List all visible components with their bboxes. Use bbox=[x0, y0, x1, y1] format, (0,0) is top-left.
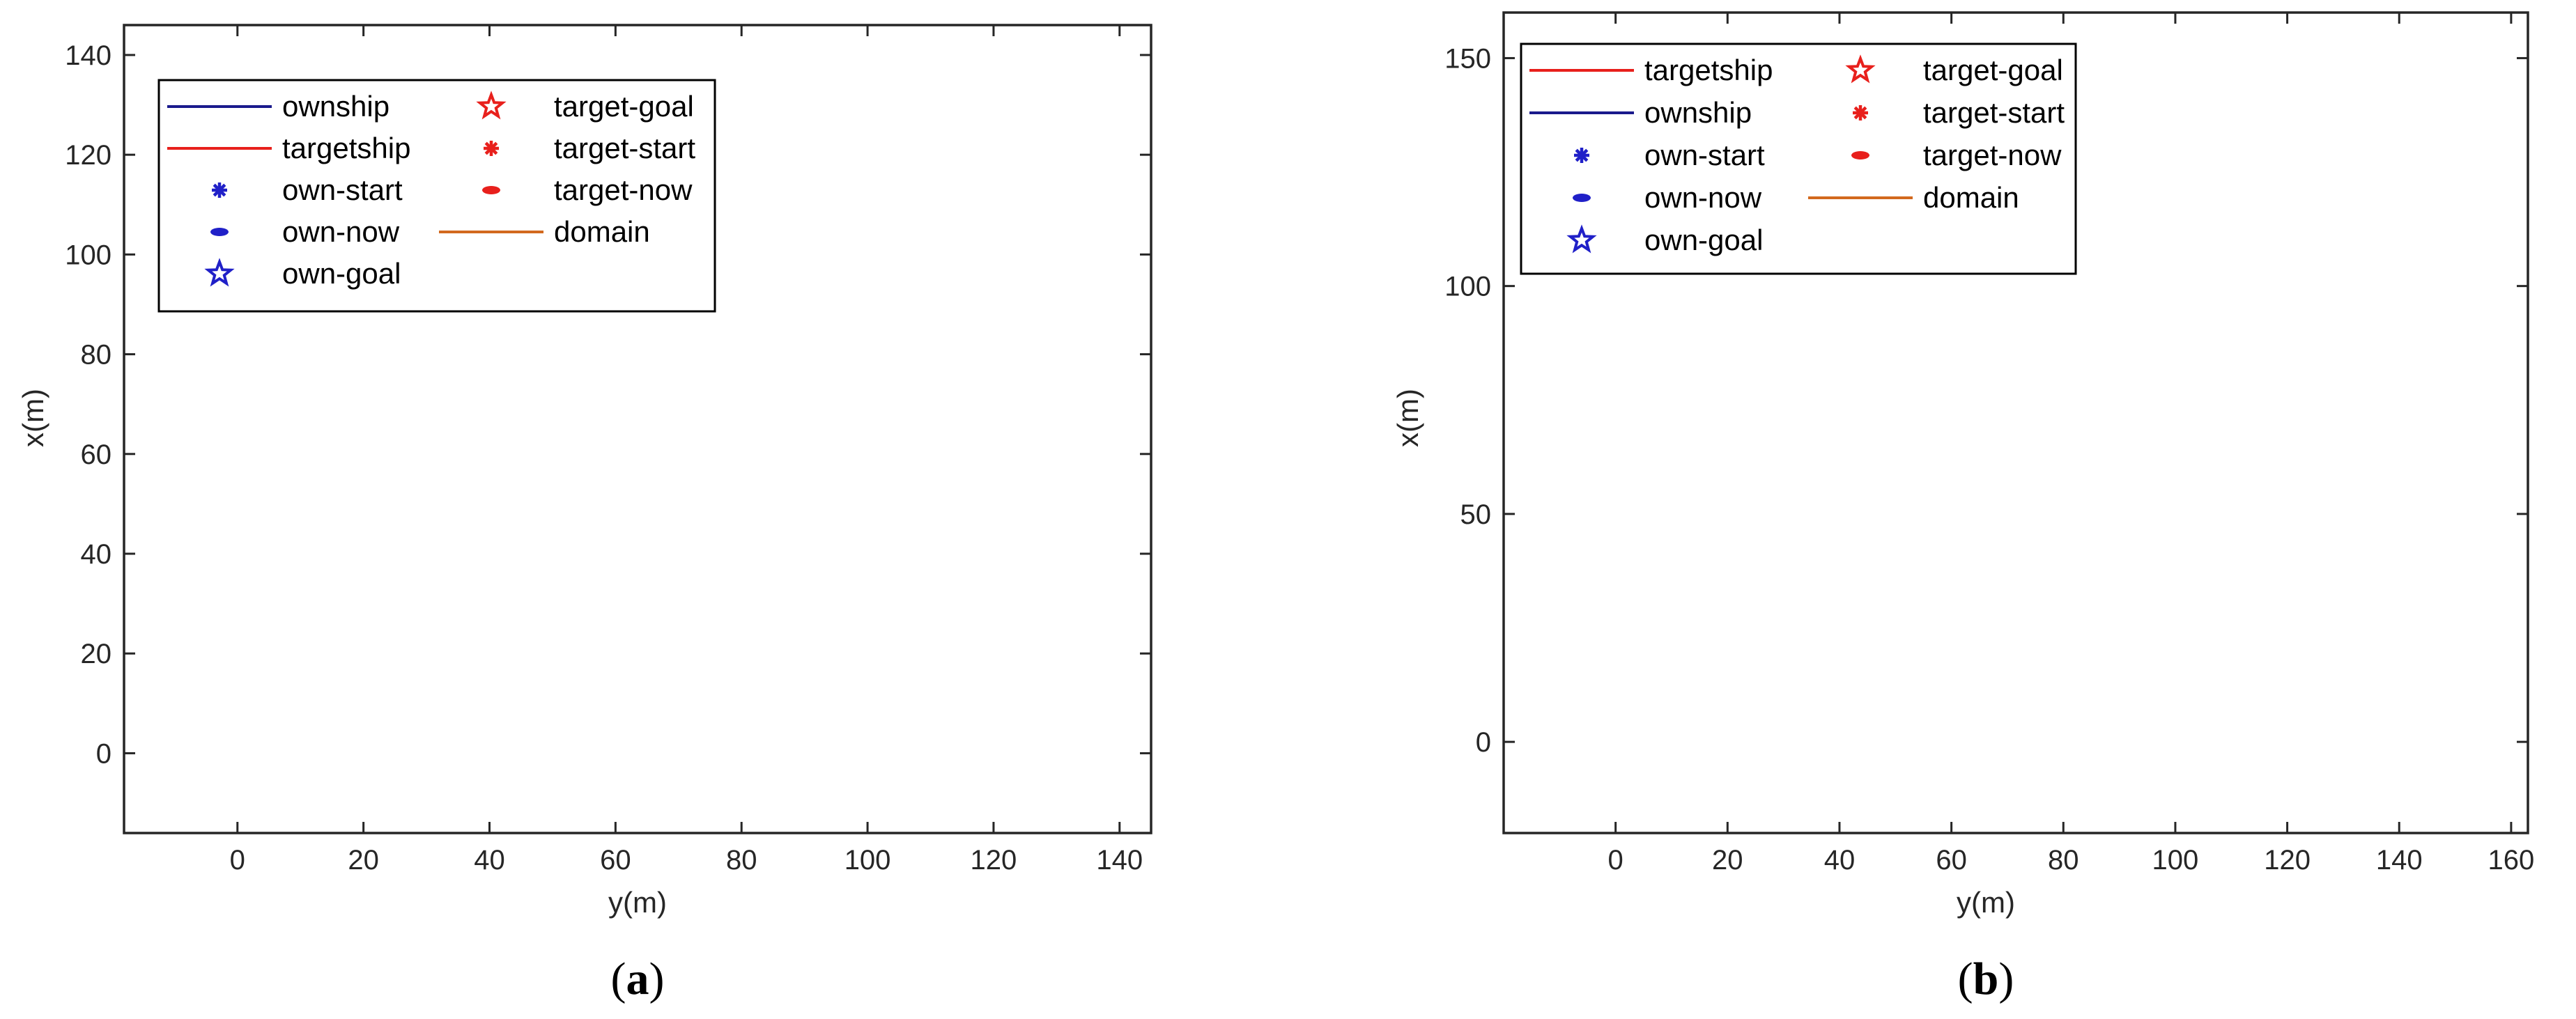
panel-a-legend-label: target-now bbox=[554, 173, 693, 206]
panel-a-legend-label: ownship bbox=[282, 90, 390, 123]
panel-a-y-tick-label: 120 bbox=[65, 140, 111, 171]
panel-b-legend-box bbox=[1520, 42, 2077, 275]
panel-a-y-tick-label: 40 bbox=[81, 539, 112, 570]
panel-b-y-tick-label: 0 bbox=[1476, 727, 1491, 758]
panel-a-y-axis-label: x(m) bbox=[17, 389, 49, 447]
panel-a-legend-label: own-start bbox=[282, 173, 403, 206]
panel-a-y-tick-label: 140 bbox=[65, 40, 111, 71]
panel-a-legend-box bbox=[157, 79, 716, 313]
panel-b-y-tick-label: 100 bbox=[1444, 272, 1491, 302]
panel-a-legend: ownship targetship own-start own-now own-goa… bbox=[157, 79, 716, 313]
panel-a-chart: 0 20 40 60 80 100 120 140 0 20 40 60 80 100 120 140 own… bbox=[17, 24, 1152, 1004]
panel-a-x-tick-label: 120 bbox=[971, 845, 1017, 876]
panel-a-legend-symbol-target-start bbox=[484, 141, 499, 156]
panel-b-y-tick-label: 150 bbox=[1444, 43, 1491, 74]
panel-b-legend-symbol-own-now bbox=[1573, 194, 1591, 202]
panel-b-y-axis-label: x(m) bbox=[1391, 389, 1424, 447]
panel-a-x-axis-label: y(m) bbox=[608, 886, 667, 919]
panel-a-legend-label: own-now bbox=[282, 215, 400, 248]
panel-a-x-tick-label: 20 bbox=[348, 845, 379, 876]
panel-b-legend-symbol-own-start-stroke bbox=[1575, 148, 1589, 162]
panel-b-legend-label: own-goal bbox=[1644, 224, 1763, 256]
panel-a-legend-symbol-own-now bbox=[210, 228, 229, 236]
panel-a-y-tick-label: 20 bbox=[81, 639, 112, 669]
panel-a-legend-symbol-target-start-stroke bbox=[484, 141, 498, 155]
panel-a-caption: (a) bbox=[611, 954, 665, 1004]
panel-b-legend: targetship ownship own-start own-now own-goa… bbox=[1520, 42, 2077, 275]
panel-a-x-tick-label: 140 bbox=[1096, 845, 1143, 876]
panel-a-y-tick-label: 80 bbox=[81, 340, 112, 371]
panel-b-legend-label: target-goal bbox=[1923, 54, 2063, 86]
panel-b-x-tick-label: 20 bbox=[1712, 845, 1743, 876]
panel-a-y-tick-label: 60 bbox=[81, 440, 112, 470]
panel-b-x-tick-label: 0 bbox=[1608, 845, 1624, 876]
panel-a-x-tick-label: 60 bbox=[600, 845, 631, 876]
panel-a-legend-label: targetship bbox=[282, 132, 410, 164]
panel-a-legend-symbol-own-start-stroke bbox=[213, 183, 226, 197]
panel-b-y-tick-label: 50 bbox=[1460, 499, 1492, 530]
panel-b-x-tick-label: 80 bbox=[2048, 845, 2079, 876]
panel-b-x-tick-label: 120 bbox=[2264, 845, 2311, 876]
panel-b-legend-symbol-target-goal bbox=[1845, 54, 1876, 84]
panel-a-x-tick-label: 80 bbox=[726, 845, 757, 876]
panel-b-legend-symbol-target-start-stroke bbox=[1853, 106, 1867, 120]
panel-a-x-tick-label: 100 bbox=[844, 845, 891, 876]
panel-b-legend-symbol-target-now bbox=[1851, 151, 1869, 160]
panel-b-legend-label: own-now bbox=[1644, 181, 1762, 214]
panel-b-legend-symbol-target-start bbox=[1853, 105, 1868, 120]
panel-a-x-tick-label: 40 bbox=[474, 845, 505, 876]
panel-a-legend-label: own-goal bbox=[282, 257, 401, 290]
panel-b-legend-label: ownship bbox=[1644, 96, 1752, 129]
panel-b-legend-label: targetship bbox=[1644, 54, 1773, 86]
panel-b-legend-symbol-own-start bbox=[1574, 148, 1589, 163]
panel-a-y-tick-label: 0 bbox=[96, 738, 111, 769]
panel-b-x-tick-label: 60 bbox=[1936, 845, 1967, 876]
panel-a-legend-label: target-start bbox=[554, 132, 695, 164]
panel-b-legend-label: target-start bbox=[1923, 96, 2065, 129]
panel-b-legend-label: domain bbox=[1923, 181, 2019, 214]
panel-a-legend-label: domain bbox=[554, 215, 650, 248]
panel-b-legend-label: own-start bbox=[1644, 139, 1765, 171]
panel-b-x-axis-label: y(m) bbox=[1957, 886, 2015, 919]
panel-b-x-tick-label: 160 bbox=[2488, 845, 2535, 876]
panel-b-x-tick-label: 100 bbox=[2152, 845, 2199, 876]
panel-b-chart: 0 20 40 60 80 100 120 140 160 0 50 100 150 targetshi… bbox=[1391, 11, 2535, 1004]
panel-b-legend-label: target-now bbox=[1923, 139, 2062, 171]
panel-a-legend-symbol-target-now bbox=[482, 186, 500, 194]
panel-a-x-tick-label: 0 bbox=[230, 845, 245, 876]
panel-a-legend-symbol-own-goal bbox=[204, 258, 235, 287]
panel-a-y-tick-label: 100 bbox=[65, 240, 111, 270]
panel-b-x-tick-label: 140 bbox=[2376, 845, 2423, 876]
panel-a-legend-symbol-own-start bbox=[212, 182, 227, 198]
panel-a-legend-symbol-target-goal bbox=[476, 91, 507, 120]
panel-b-x-tick-label: 40 bbox=[1824, 845, 1856, 876]
panel-b-caption: (b) bbox=[1958, 954, 2014, 1004]
panel-b-legend-symbol-own-goal bbox=[1566, 224, 1597, 254]
panel-a-legend-label: target-goal bbox=[554, 90, 694, 123]
